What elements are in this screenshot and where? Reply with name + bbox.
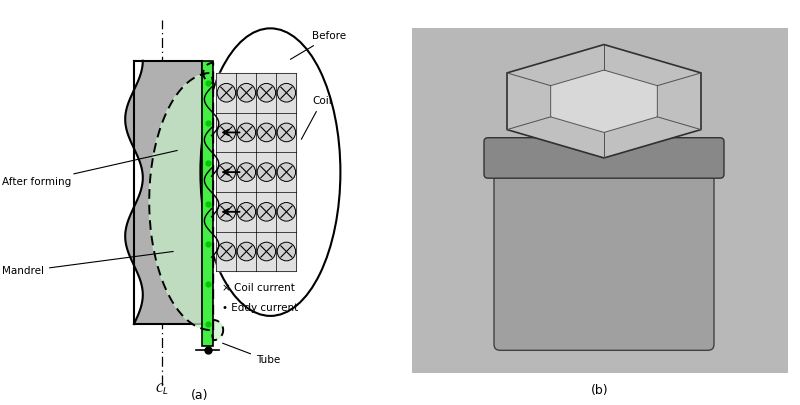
Circle shape	[258, 83, 275, 102]
Circle shape	[218, 202, 236, 221]
Bar	[202, 61, 213, 346]
Polygon shape	[216, 73, 296, 271]
Circle shape	[238, 202, 256, 221]
Polygon shape	[150, 63, 223, 340]
Bar	[412, 28, 788, 373]
Polygon shape	[507, 45, 701, 158]
Text: Tube: Tube	[222, 343, 280, 365]
Circle shape	[238, 163, 256, 181]
Circle shape	[277, 123, 295, 142]
Circle shape	[277, 242, 295, 261]
Circle shape	[258, 202, 275, 221]
Circle shape	[238, 242, 256, 261]
Text: Coil: Coil	[302, 96, 332, 139]
Circle shape	[238, 83, 256, 102]
Text: $\mathcal{C}_L$: $\mathcal{C}_L$	[155, 382, 169, 397]
Text: (b): (b)	[591, 384, 609, 397]
Circle shape	[218, 163, 236, 181]
Text: × Coil current: × Coil current	[222, 283, 295, 292]
Circle shape	[277, 202, 295, 221]
Circle shape	[258, 163, 275, 181]
Polygon shape	[126, 61, 202, 324]
Circle shape	[277, 163, 295, 181]
Polygon shape	[550, 70, 658, 132]
Circle shape	[238, 123, 256, 142]
FancyBboxPatch shape	[484, 138, 724, 178]
Circle shape	[218, 123, 236, 142]
Circle shape	[218, 242, 236, 261]
Text: • Eddy current: • Eddy current	[222, 303, 298, 313]
Circle shape	[277, 83, 295, 102]
Text: (a): (a)	[191, 389, 209, 402]
FancyBboxPatch shape	[494, 156, 714, 350]
Text: Mandrel: Mandrel	[2, 252, 174, 276]
Text: After forming: After forming	[2, 151, 178, 187]
Circle shape	[258, 242, 275, 261]
Circle shape	[258, 123, 275, 142]
Circle shape	[218, 83, 236, 102]
Text: Before: Before	[290, 32, 346, 60]
